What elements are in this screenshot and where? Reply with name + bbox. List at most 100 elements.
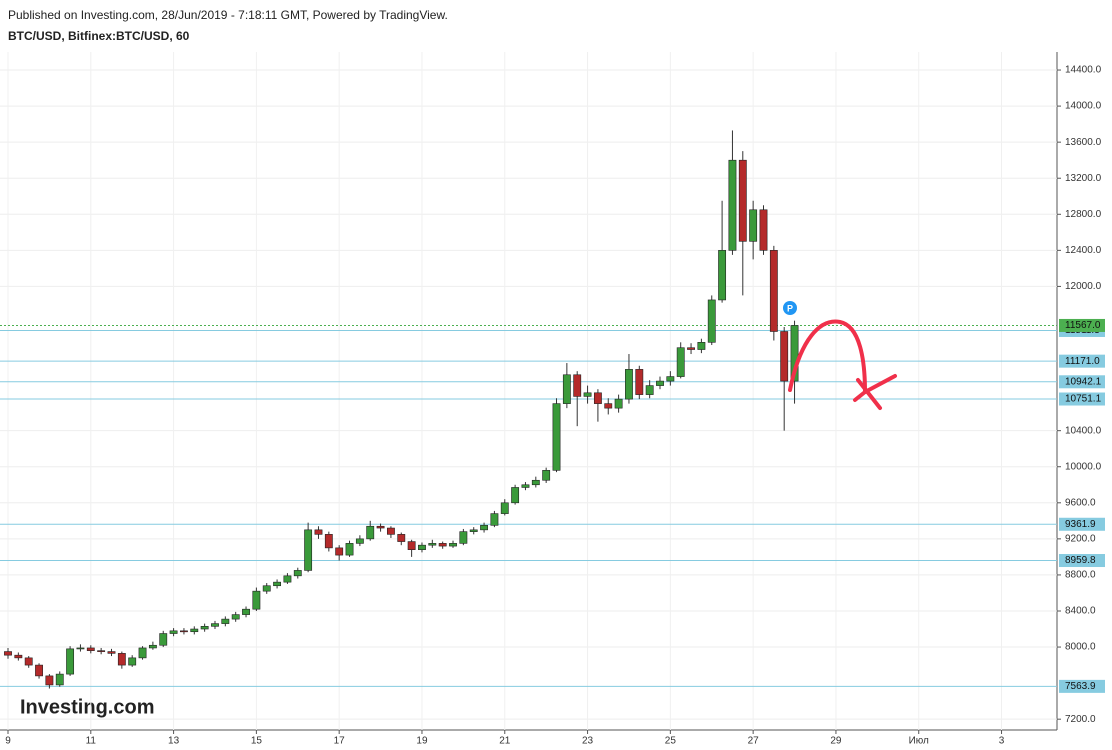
level-label-bg xyxy=(1059,392,1105,406)
candle-body xyxy=(397,534,406,542)
candle-body xyxy=(593,392,602,404)
x-tick-label: 9 xyxy=(5,736,11,747)
candle-body xyxy=(376,525,385,529)
level-label-bg xyxy=(1059,517,1105,531)
x-tick-label: 25 xyxy=(665,736,677,747)
candle-body xyxy=(55,673,64,686)
candle-body xyxy=(490,513,499,526)
candle-body xyxy=(738,159,747,242)
level-label: 7563.9 xyxy=(1065,681,1096,692)
level-label-bg xyxy=(1059,354,1105,368)
y-tick-label: 12800.0 xyxy=(1065,209,1102,220)
x-tick-label: 17 xyxy=(334,736,346,747)
candle-body xyxy=(511,487,520,504)
candle-body xyxy=(76,647,85,650)
candle-body xyxy=(676,347,685,377)
candle-body xyxy=(221,618,230,624)
candle-body xyxy=(117,653,126,666)
y-tick-label: 9200.0 xyxy=(1065,534,1096,545)
candle-body xyxy=(252,590,261,610)
level-label: 11567.0 xyxy=(1065,320,1101,331)
candle-body xyxy=(169,630,178,634)
drawn-arrowhead xyxy=(853,374,897,410)
candle-body xyxy=(304,529,313,571)
y-tick-label: 14000.0 xyxy=(1065,101,1102,112)
candle-body xyxy=(293,570,302,577)
candle-body xyxy=(262,585,271,592)
candle-body xyxy=(428,543,437,546)
candle-body xyxy=(449,543,457,547)
candle-body xyxy=(614,398,623,409)
x-tick-label: 19 xyxy=(416,736,428,747)
y-tick-label: 13200.0 xyxy=(1065,173,1102,184)
level-label-bg xyxy=(1059,318,1105,332)
candle-body xyxy=(180,630,188,633)
level-label-bg xyxy=(1059,679,1105,693)
y-tick-label: 8800.0 xyxy=(1065,570,1096,581)
y-tick-label: 12000.0 xyxy=(1065,281,1102,292)
candle-body xyxy=(459,531,468,544)
candle-body xyxy=(242,608,250,615)
candle-body xyxy=(635,369,644,395)
y-tick-label: 14400.0 xyxy=(1065,65,1102,76)
candle-body xyxy=(148,644,157,649)
level-label-bg xyxy=(1059,554,1105,568)
x-tick-label: 3 xyxy=(999,736,1005,747)
marks: 7200.0 8000.0 8400.0 8800.0 9200.0 9600.0 1000… xyxy=(0,52,1105,747)
drawn-arrow xyxy=(788,319,867,394)
candle-body xyxy=(718,250,727,301)
candle-body xyxy=(438,543,447,547)
candle-body xyxy=(542,470,551,481)
candle-body xyxy=(231,614,240,620)
candle-body xyxy=(355,538,364,544)
candle-body xyxy=(138,647,147,659)
candle-body xyxy=(583,392,592,397)
candle-body xyxy=(552,403,561,471)
candle-body xyxy=(97,650,106,652)
candle-body xyxy=(211,623,219,627)
y-tick-label: 12400.0 xyxy=(1065,245,1102,256)
candle-body xyxy=(769,250,778,332)
level-label: 11171.0 xyxy=(1065,356,1100,367)
candle-body xyxy=(366,525,375,540)
x-tick-label: 13 xyxy=(168,736,180,747)
candle-body xyxy=(418,544,426,550)
candle-body xyxy=(500,502,509,514)
candle-body xyxy=(45,675,54,686)
candle-body xyxy=(159,633,168,646)
x-tick-label: 23 xyxy=(582,736,594,747)
x-tick-label: 11 xyxy=(86,736,97,747)
candle-body xyxy=(759,209,768,251)
watermark: Investing.com xyxy=(20,696,154,718)
candle-body xyxy=(697,342,706,350)
candle-body xyxy=(14,654,23,659)
candle-body xyxy=(521,484,530,488)
y-tick-label: 9600.0 xyxy=(1065,497,1096,508)
p-marker-letter: P xyxy=(787,303,793,313)
candle-body xyxy=(407,541,416,550)
candle-body xyxy=(66,648,75,675)
y-tick-label: 10400.0 xyxy=(1065,425,1102,436)
candle-body xyxy=(200,626,209,630)
candle-body xyxy=(324,534,333,549)
candle-body xyxy=(790,325,799,382)
p-marker xyxy=(783,301,797,315)
candle-body xyxy=(604,403,613,409)
candle-body xyxy=(86,647,95,651)
candle-body xyxy=(314,529,323,535)
candle-body xyxy=(190,628,199,633)
y-tick-label: 13600.0 xyxy=(1065,137,1102,148)
x-tick-label: 21 xyxy=(499,736,511,747)
candle-body xyxy=(780,331,789,382)
candle-body xyxy=(4,651,12,656)
candle-body xyxy=(656,380,664,386)
y-tick-label: 7200.0 xyxy=(1065,714,1096,725)
candle-body xyxy=(335,547,344,556)
candle-body xyxy=(666,376,675,382)
candle-body xyxy=(469,529,478,532)
level-label: 9361.9 xyxy=(1065,519,1096,530)
candle-body xyxy=(573,374,582,397)
x-tick-label: 27 xyxy=(748,736,760,747)
